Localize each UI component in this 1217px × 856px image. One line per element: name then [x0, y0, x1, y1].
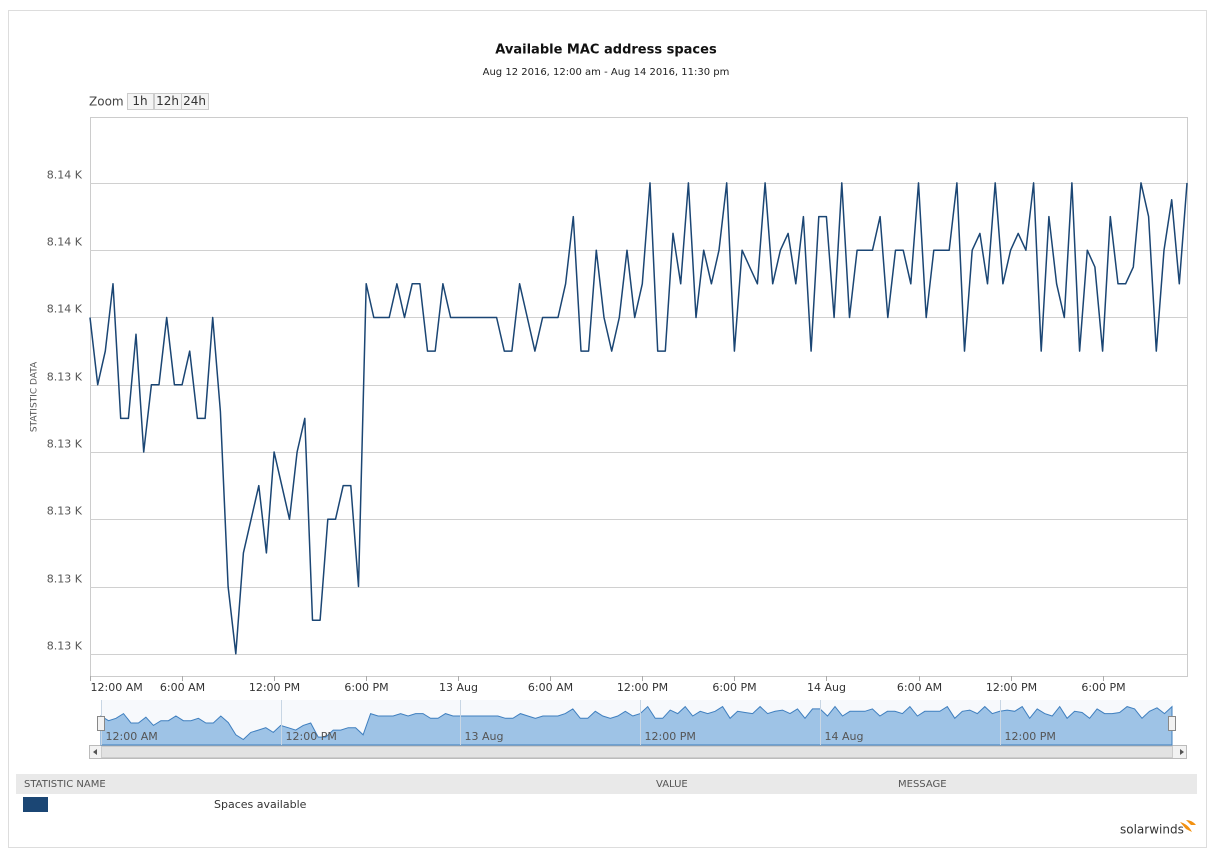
legend-swatch [23, 797, 48, 812]
chart-title: Available MAC address spaces [495, 43, 717, 58]
zoom-button-label[interactable]: 12h [156, 94, 179, 108]
x-tick-label: 14 Aug [807, 681, 846, 694]
y-tick-label: 8.13 K [47, 505, 83, 518]
navigator-tick-label: 14 Aug [825, 730, 864, 743]
table-header-cell: MESSAGE [898, 779, 947, 790]
table-header-cell: VALUE [656, 779, 688, 790]
brand-logo: solarwinds [1120, 823, 1184, 837]
x-tick-label: 13 Aug [439, 681, 478, 694]
zoom-button-label[interactable]: 1h [132, 94, 147, 108]
y-tick-label: 8.13 K [47, 640, 83, 653]
series-line [89, 182, 1188, 655]
x-tick-label: 12:00 PM [617, 681, 668, 694]
navigator-tick-label: 12:00 PM [1005, 730, 1056, 743]
scrollbar-thumb[interactable] [101, 746, 1173, 758]
navigator-tick-label: 12:00 AM [106, 730, 158, 743]
navigator-handle[interactable] [1168, 716, 1176, 731]
zoom-button-label[interactable]: 24h [183, 94, 206, 108]
y-tick-label: 8.14 K [47, 303, 83, 316]
navigator-tick-label: 12:00 PM [286, 730, 337, 743]
x-tick-label: 6:00 PM [1081, 681, 1125, 694]
x-tick-label: 12:00 AM [91, 681, 143, 694]
y-tick-label: 8.13 K [47, 438, 83, 451]
x-tick-label: 12:00 PM [986, 681, 1037, 694]
plot-frame [90, 117, 1188, 677]
y-axis-label: STATISTIC DATA [30, 361, 40, 432]
y-tick-label: 8.14 K [47, 169, 83, 182]
brand-icon [1180, 820, 1196, 832]
x-tick-label: 6:00 PM [344, 681, 388, 694]
x-tick-label: 6:00 AM [528, 681, 573, 694]
x-tick-label: 6:00 AM [897, 681, 942, 694]
x-tick-label: 6:00 PM [712, 681, 756, 694]
zoom-label: Zoom [89, 95, 124, 109]
chart-subtitle: Aug 12 2016, 12:00 am - Aug 14 2016, 11:… [483, 67, 730, 78]
y-tick-label: 8.13 K [47, 573, 83, 586]
zoom-button[interactable] [181, 93, 209, 110]
navigator-handle[interactable] [97, 716, 105, 731]
legend-label: Spaces available [214, 798, 307, 811]
zoom-button[interactable] [127, 93, 154, 110]
y-tick-label: 8.13 K [47, 371, 83, 384]
x-tick-label: 6:00 AM [160, 681, 205, 694]
table-header-cell: STATISTIC NAME [24, 779, 106, 790]
table-header [16, 774, 1197, 794]
x-tick-label: 12:00 PM [249, 681, 300, 694]
navigator-tick-label: 12:00 PM [645, 730, 696, 743]
y-tick-label: 8.14 K [47, 236, 83, 249]
navigator-tick-label: 13 Aug [465, 730, 504, 743]
